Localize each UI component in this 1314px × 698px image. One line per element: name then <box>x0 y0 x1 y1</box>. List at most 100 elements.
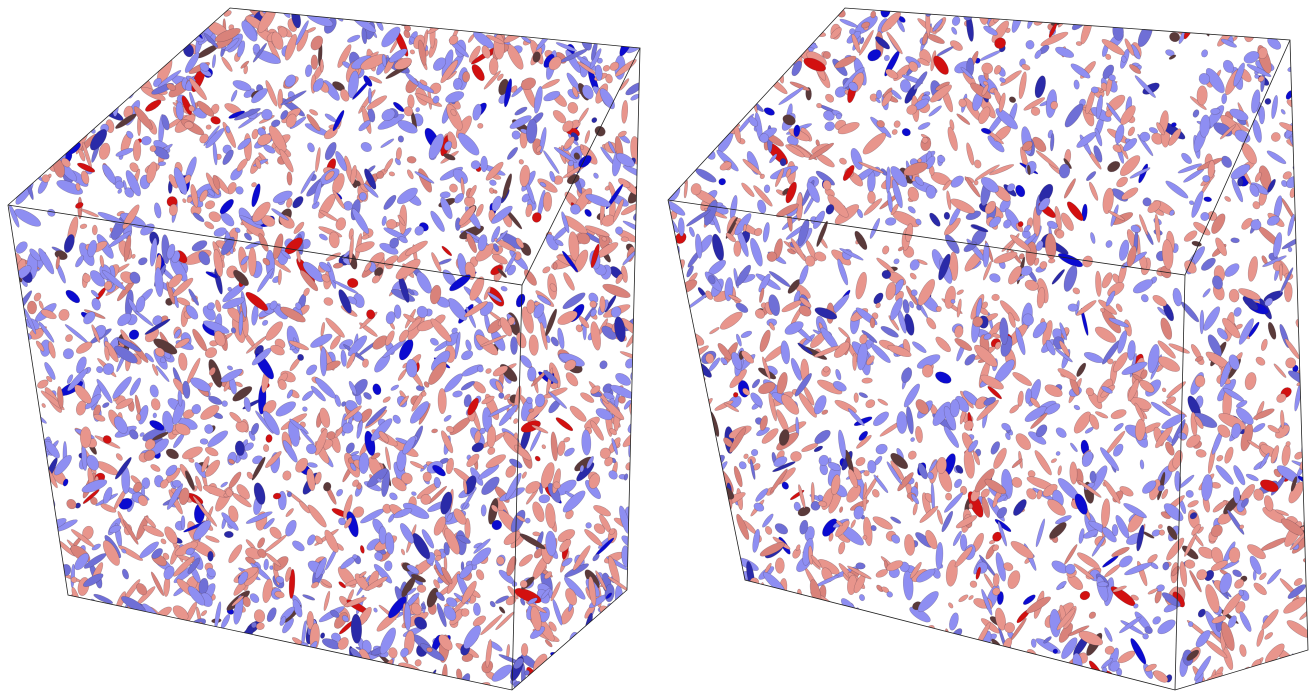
vortex-blob <box>101 34 108 52</box>
vortex-blob <box>708 588 722 604</box>
vortex-blob <box>304 64 313 78</box>
vortex-blob <box>497 268 507 278</box>
vortex-blob <box>542 191 553 212</box>
vortex-blob <box>945 492 953 501</box>
vortex-blob <box>853 392 859 403</box>
vortex-blob <box>303 287 310 297</box>
vortex-blob <box>673 23 685 35</box>
vortex-blob <box>749 32 763 43</box>
vortex-blob <box>1237 177 1244 187</box>
vortex-blob <box>313 180 322 205</box>
vortex-blob <box>681 576 691 582</box>
vortex-blob <box>759 329 771 353</box>
vortex-blob <box>912 341 927 353</box>
vortex-blob <box>454 193 464 204</box>
vortex-blob <box>214 28 241 43</box>
vortex-blob <box>956 113 971 125</box>
vortex-blob <box>139 667 167 682</box>
vortex-blob <box>549 283 557 292</box>
vortex-blob <box>45 440 60 459</box>
vortex-blob <box>118 497 133 510</box>
vortex-blob <box>330 609 340 618</box>
vortex-blob <box>806 662 813 673</box>
vortex-blob <box>38 634 47 653</box>
vortex-blob <box>1302 659 1308 668</box>
vortex-blob <box>114 345 138 364</box>
vortex-blob <box>926 624 935 633</box>
vortex-blob <box>315 147 321 173</box>
vortex-blob <box>991 293 1000 301</box>
vortex-blob <box>426 647 433 653</box>
vortex-blob <box>674 591 690 604</box>
vortex-blob <box>8 148 17 155</box>
vortex-blob <box>682 367 689 374</box>
vortex-blob <box>596 57 603 64</box>
vortex-blob <box>960 485 968 495</box>
vortex-blob <box>8 398 20 409</box>
vortex-blob <box>358 571 367 578</box>
vortex-blob <box>612 634 618 642</box>
vortex-blob <box>960 662 968 672</box>
vortex-blob <box>286 491 292 498</box>
vortex-blob <box>993 251 1018 264</box>
vortex-blob <box>677 132 689 153</box>
vortex-blob <box>1089 470 1097 483</box>
vortex-blob <box>1228 16 1237 26</box>
vortex-blob <box>491 253 508 265</box>
vortex-blob <box>228 505 239 523</box>
vortex-blob <box>693 77 701 94</box>
vortex-blob <box>719 550 731 561</box>
vortex-blob <box>744 49 755 61</box>
vortex-blob <box>1138 8 1164 18</box>
vortex-blob <box>447 298 468 321</box>
vortex-blob <box>124 604 131 635</box>
vortex-blob <box>188 105 195 112</box>
vortex-blob <box>463 394 472 408</box>
vortex-blob <box>166 483 184 510</box>
vortex-blob <box>423 8 431 26</box>
vortex-blob <box>27 300 37 315</box>
vortex-blob <box>821 409 829 415</box>
vortex-blob <box>1011 477 1023 488</box>
vortex-blob <box>727 635 738 646</box>
vortex-blob <box>118 683 127 690</box>
vortex-blob <box>199 438 209 445</box>
vortex-blob <box>53 103 61 114</box>
vortex-blob <box>457 132 480 156</box>
vortex-blob <box>306 468 316 492</box>
vortex-blob <box>204 347 218 358</box>
vortex-blob <box>1296 8 1307 16</box>
vortex-blob <box>409 401 430 424</box>
vortex-blob <box>244 232 252 241</box>
vortex-blob <box>695 568 717 583</box>
vortex-blob <box>384 158 394 172</box>
vortex-blob <box>910 437 915 442</box>
vortex-blob <box>16 546 23 565</box>
vortex-blob <box>448 680 463 690</box>
vortex-blob <box>433 57 446 71</box>
vortex-blob <box>1185 490 1194 498</box>
vortex-blob <box>584 529 603 547</box>
vortex-blob <box>595 570 607 591</box>
vortex-blob <box>70 529 95 548</box>
vortex-blob <box>904 534 916 556</box>
vortex-blob <box>843 656 848 678</box>
vortex-blob <box>601 399 625 421</box>
vortex-blob <box>36 522 42 534</box>
vortex-blob <box>710 511 730 532</box>
vortex-blob <box>183 121 194 129</box>
vortex-blob <box>981 62 994 75</box>
vortex-blob <box>328 657 336 670</box>
vortex-blob <box>110 13 136 26</box>
vortex-blob <box>118 545 144 561</box>
vortex-blob <box>351 208 370 234</box>
vortex-blob <box>668 260 674 270</box>
vortex-blob <box>1166 381 1186 398</box>
vortex-blob <box>1083 351 1104 364</box>
vortex-blob <box>405 240 428 256</box>
vortex-blob <box>89 58 109 76</box>
vortex-blob <box>245 511 273 524</box>
vortex-blob <box>776 638 787 668</box>
vortex-blob <box>887 190 893 213</box>
vortex-blob <box>288 340 310 351</box>
